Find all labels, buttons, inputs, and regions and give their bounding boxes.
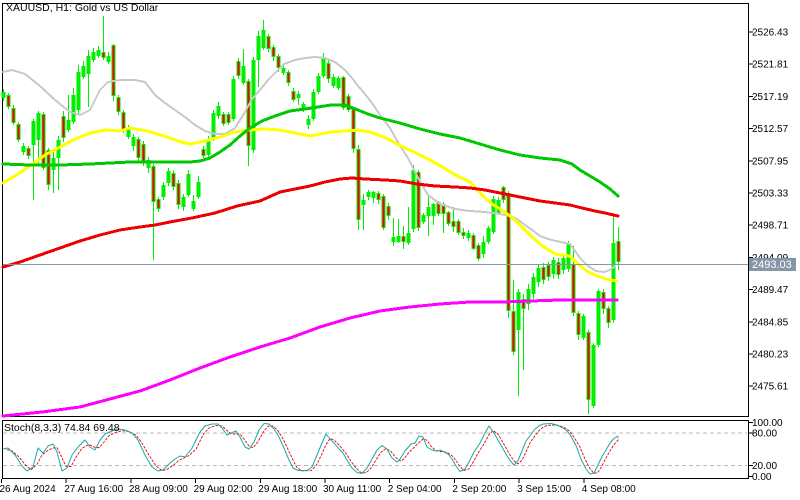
svg-text:XAUUSD, H1: Gold vs US Dollar: XAUUSD, H1: Gold vs US Dollar bbox=[6, 2, 159, 14]
svg-text:3 Sep 15:00: 3 Sep 15:00 bbox=[517, 484, 571, 495]
svg-text:2493.03: 2493.03 bbox=[752, 259, 792, 271]
svg-text:27 Aug 16:00: 27 Aug 16:00 bbox=[64, 484, 123, 495]
svg-text:30 Aug 11:00: 30 Aug 11:00 bbox=[323, 484, 382, 495]
svg-text:80.00: 80.00 bbox=[752, 429, 777, 440]
svg-text:2512.57: 2512.57 bbox=[752, 124, 789, 135]
svg-text:2507.95: 2507.95 bbox=[752, 156, 789, 167]
svg-text:29 Aug 18:00: 29 Aug 18:00 bbox=[258, 484, 317, 495]
svg-text:2484.85: 2484.85 bbox=[752, 317, 789, 328]
svg-text:2480.23: 2480.23 bbox=[752, 350, 789, 361]
svg-text:2489.47: 2489.47 bbox=[752, 285, 789, 296]
svg-text:2517.19: 2517.19 bbox=[752, 92, 789, 103]
svg-text:Stoch(8,3,3) 74.84 69.48: Stoch(8,3,3) 74.84 69.48 bbox=[4, 422, 120, 434]
svg-text:2 Sep 20:00: 2 Sep 20:00 bbox=[452, 484, 506, 495]
svg-text:2 Sep 04:00: 2 Sep 04:00 bbox=[388, 484, 442, 495]
svg-text:0.00: 0.00 bbox=[752, 472, 772, 483]
svg-text:2526.43: 2526.43 bbox=[752, 28, 789, 39]
svg-text:29 Aug 02:00: 29 Aug 02:00 bbox=[194, 484, 253, 495]
svg-text:2498.71: 2498.71 bbox=[752, 221, 789, 232]
svg-text:28 Aug 09:00: 28 Aug 09:00 bbox=[129, 484, 188, 495]
svg-text:20.00: 20.00 bbox=[752, 461, 777, 472]
svg-text:2475.61: 2475.61 bbox=[752, 382, 789, 393]
svg-text:2503.33: 2503.33 bbox=[752, 189, 789, 200]
svg-text:4 Sep 08:00: 4 Sep 08:00 bbox=[582, 484, 636, 495]
svg-text:26 Aug 2024: 26 Aug 2024 bbox=[0, 484, 56, 495]
svg-text:2521.81: 2521.81 bbox=[752, 60, 789, 71]
svg-text:100.00: 100.00 bbox=[752, 418, 783, 429]
